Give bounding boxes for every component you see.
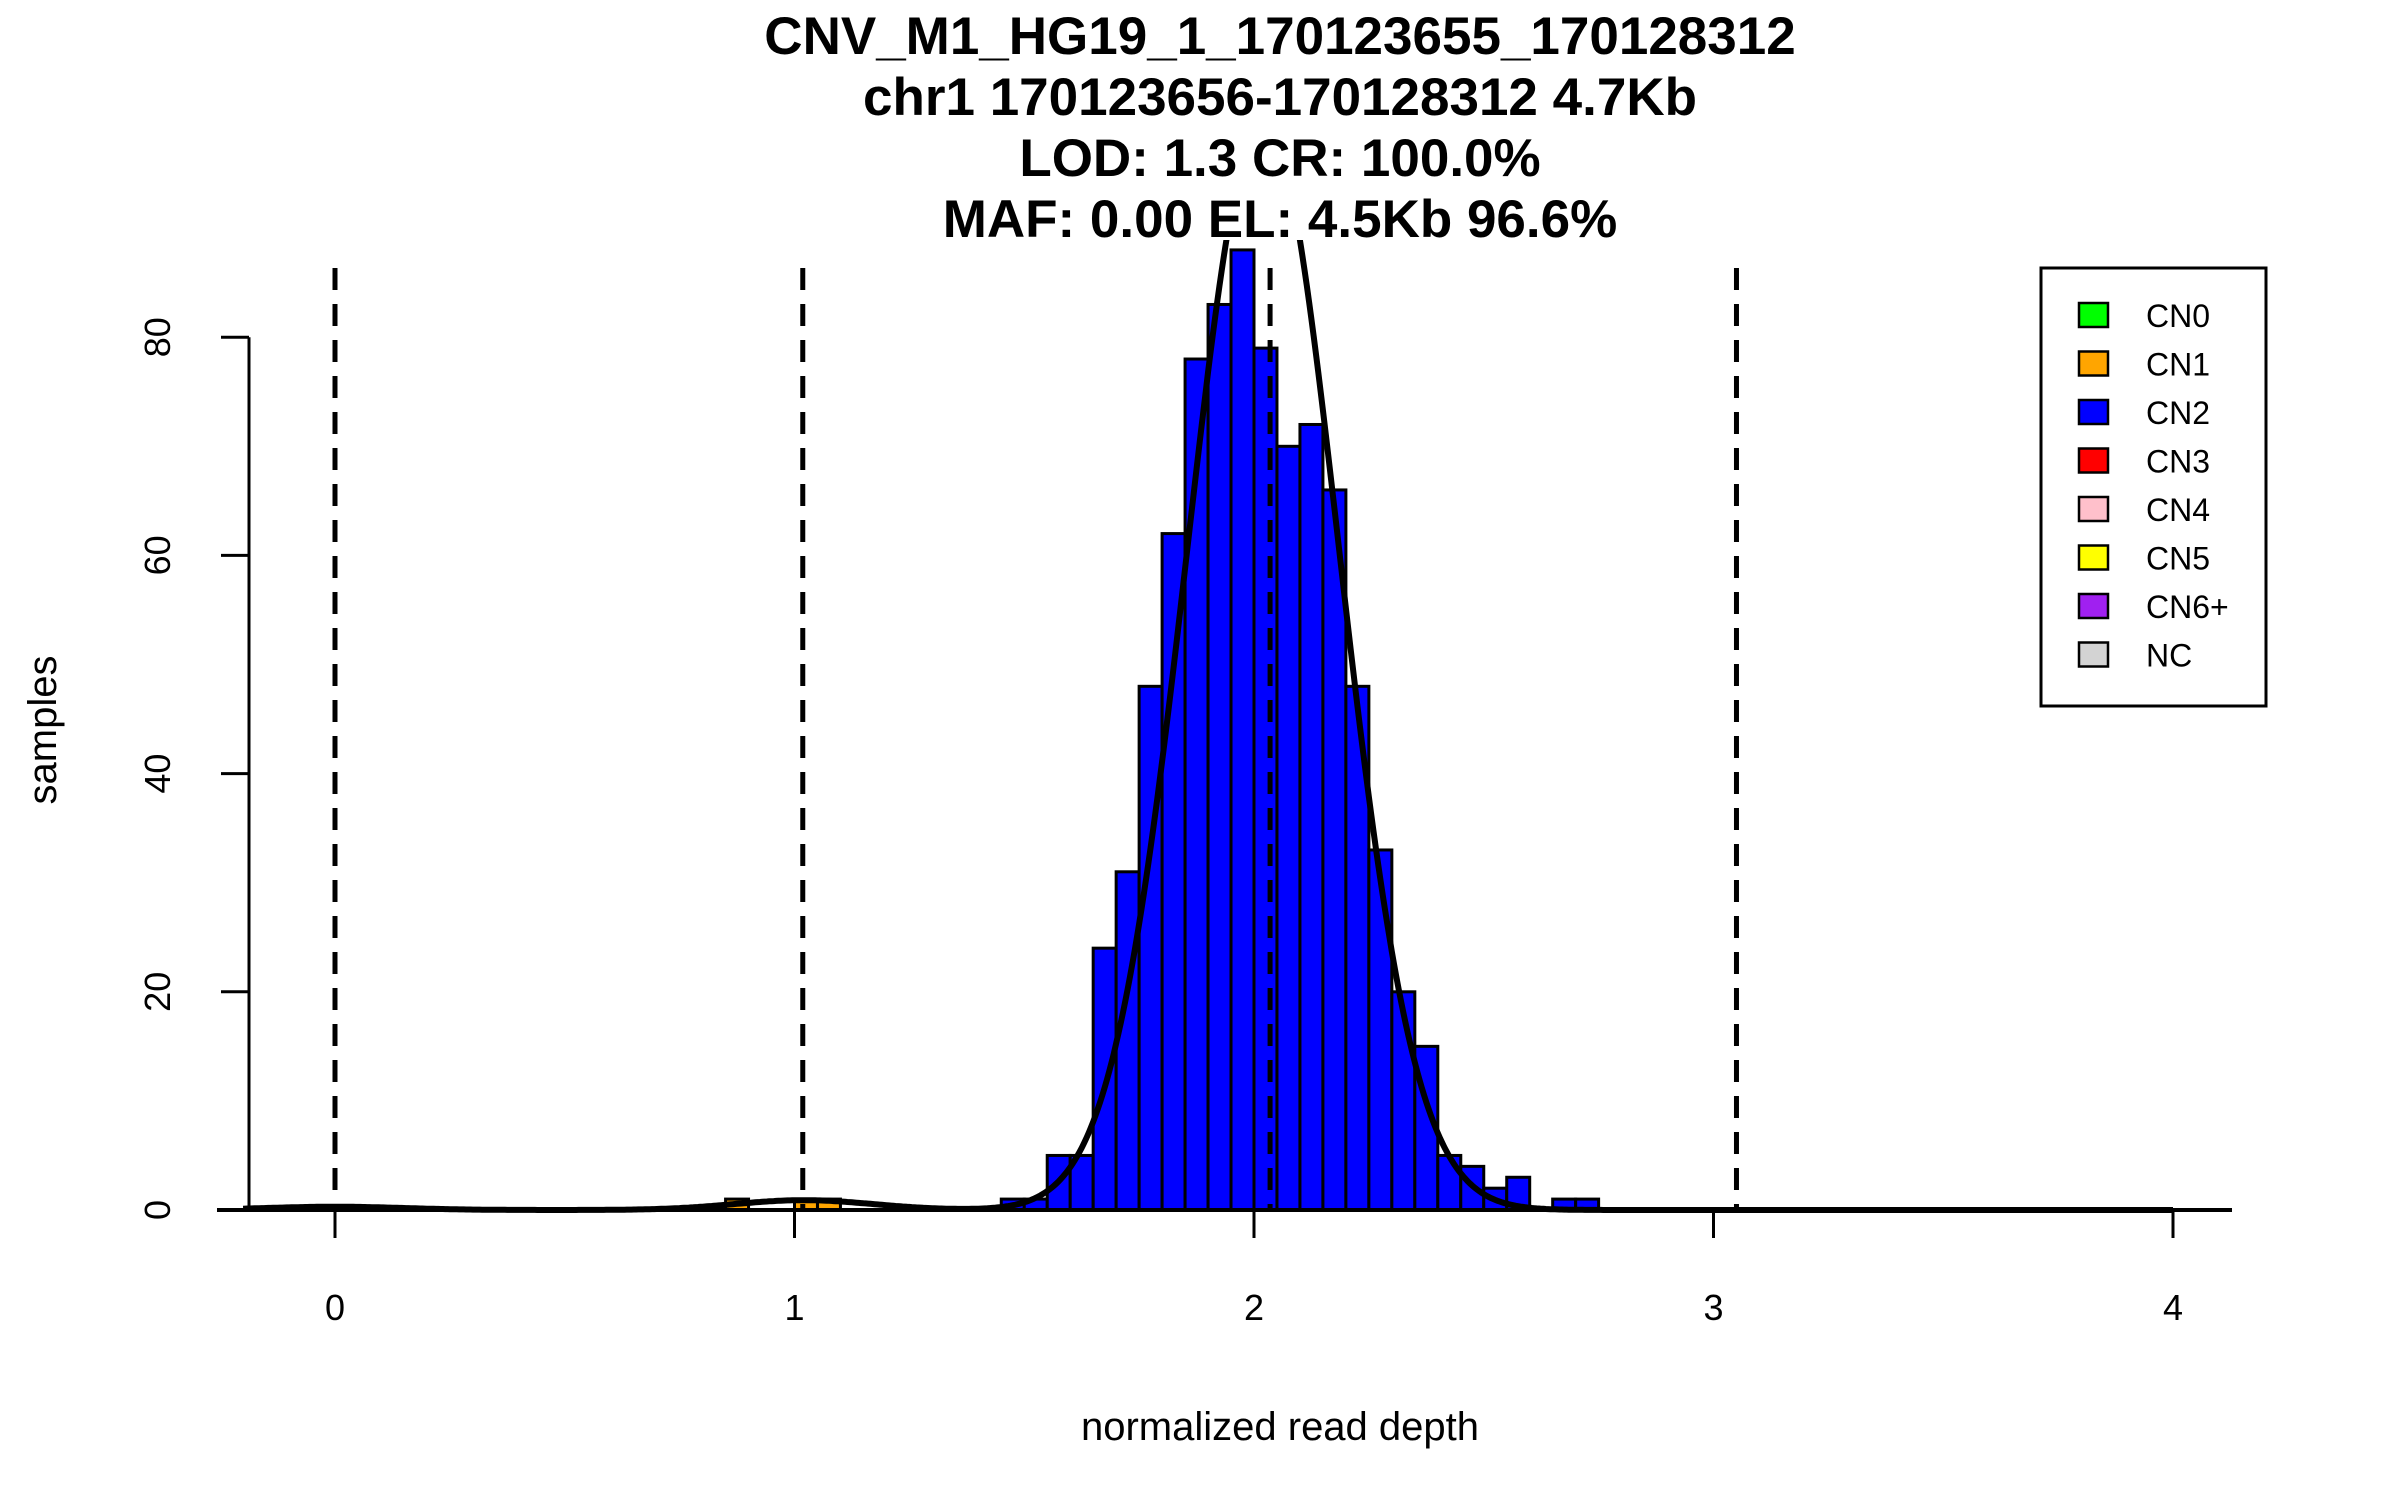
legend-swatch-cn3 [2077,447,2110,474]
title-line-3: LOD: 1.3 CR: 100.0% [1019,129,1540,188]
legend-label: CN1 [2146,347,2210,383]
legend-box [2039,266,2268,708]
x-tick-label: 1 [784,1287,804,1328]
legend-label: CN0 [2146,298,2210,334]
legend-swatch-cn2 [2077,398,2110,426]
y-axis-label: samples [21,656,65,805]
histogram-bar [1252,346,1279,1212]
legend-label: CN4 [2146,492,2210,528]
y-tick-label: 60 [137,535,178,575]
legend-swatch-cn6plus [2077,592,2110,620]
title-line-4: MAF: 0.00 EL: 4.5Kb 96.6% [943,190,1617,249]
histogram-bar [1160,532,1187,1212]
legend-label: NC [2146,638,2192,674]
y-tick-label: 40 [137,754,178,794]
histogram-bar [1298,422,1325,1212]
x-axis-label: normalized read depth [1081,1405,1479,1449]
histogram-bar [1367,848,1394,1212]
histogram-bar [1229,248,1256,1212]
legend-swatch-cn5 [2077,544,2110,571]
legend-swatch-cn0 [2077,301,2110,329]
y-tick-label: 80 [137,317,178,357]
title-line-2: chr1 170123656-170128312 4.7Kb [863,68,1697,127]
legend-swatch-cn1 [2077,350,2110,377]
title-line-1: CNV_M1_HG19_1_170123655_170128312 [764,7,1795,66]
x-axis: 0 1 2 3 4 [217,1208,2232,1328]
x-tick-label: 4 [2163,1287,2183,1328]
legend-label: CN2 [2146,395,2210,431]
y-tick-label: 0 [137,1200,178,1220]
legend-label: CN5 [2146,541,2210,577]
x-tick-label: 2 [1244,1287,1264,1328]
chart-title: CNV_M1_HG19_1_170123655_170128312 chr1 1… [764,7,1795,249]
legend-label: CN6+ [2146,589,2229,625]
y-axis: 0 20 40 60 80 [137,317,251,1220]
legend-swatch-cn4 [2077,495,2110,523]
histogram-bar [1275,444,1302,1212]
histogram-bar [1206,302,1233,1212]
cutoff-lines [332,268,1739,1210]
legend-swatch-nc [2077,641,2110,668]
x-tick-label: 3 [1703,1287,1723,1328]
legend: CN0 CN1 CN2 CN3 CN4 CN5 CN6+ NC [2039,266,2268,708]
legend-label: CN3 [2146,444,2210,480]
x-tick-label: 0 [325,1287,345,1328]
y-tick-label: 20 [137,972,178,1012]
histogram-bars [724,248,1601,1212]
